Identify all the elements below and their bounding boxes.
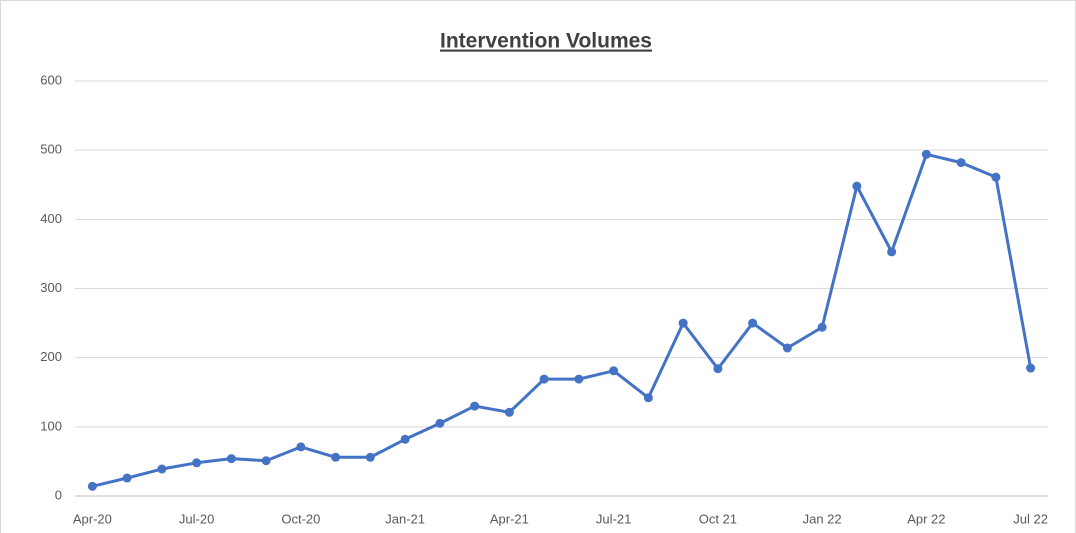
y-tick-label: 500	[40, 142, 62, 157]
data-point	[782, 343, 792, 353]
data-point	[296, 442, 306, 452]
data-point	[991, 172, 1001, 182]
data-point	[574, 374, 584, 384]
x-tick-label: Jan-21	[385, 511, 425, 526]
data-point	[852, 181, 862, 191]
x-tick-label: Apr 22	[907, 511, 945, 526]
y-tick-label: 200	[40, 349, 62, 364]
data-point	[921, 149, 931, 159]
x-tick-label: Jul-21	[596, 511, 631, 526]
y-tick-label: 0	[55, 487, 62, 502]
data-point	[365, 452, 375, 462]
data-point	[539, 374, 549, 384]
data-point	[504, 407, 514, 417]
x-tick-label: Apr-21	[490, 511, 529, 526]
data-point	[226, 454, 236, 464]
x-tick-label: Apr-20	[73, 511, 112, 526]
x-tick-label: Jul-20	[179, 511, 214, 526]
x-tick-label: Jul 22	[1013, 511, 1048, 526]
data-point	[331, 452, 341, 462]
data-point	[817, 322, 827, 332]
data-point	[1026, 363, 1036, 373]
y-tick-label: 300	[40, 280, 62, 295]
chart-title: Intervention Volumes	[440, 30, 652, 53]
series-line	[92, 152, 1033, 488]
data-point	[435, 418, 445, 428]
y-tick-label: 600	[40, 72, 62, 87]
y-tick-label: 100	[40, 418, 62, 433]
data-point	[157, 464, 167, 474]
data-point	[87, 481, 97, 491]
x-tick-label: Jan 22	[803, 511, 842, 526]
y-tick-label: 400	[40, 211, 62, 226]
data-point	[678, 318, 688, 328]
data-point	[192, 458, 202, 468]
data-point	[261, 456, 271, 466]
x-tick-label: Oct 21	[699, 511, 737, 526]
data-point	[887, 247, 897, 257]
data-point	[609, 366, 619, 376]
data-point	[713, 364, 723, 374]
data-point	[748, 318, 758, 328]
data-point	[643, 393, 653, 403]
data-point	[956, 158, 966, 168]
data-point	[400, 434, 410, 444]
data-point	[122, 473, 132, 483]
x-tick-label: Oct-20	[281, 511, 320, 526]
data-point	[470, 401, 480, 411]
